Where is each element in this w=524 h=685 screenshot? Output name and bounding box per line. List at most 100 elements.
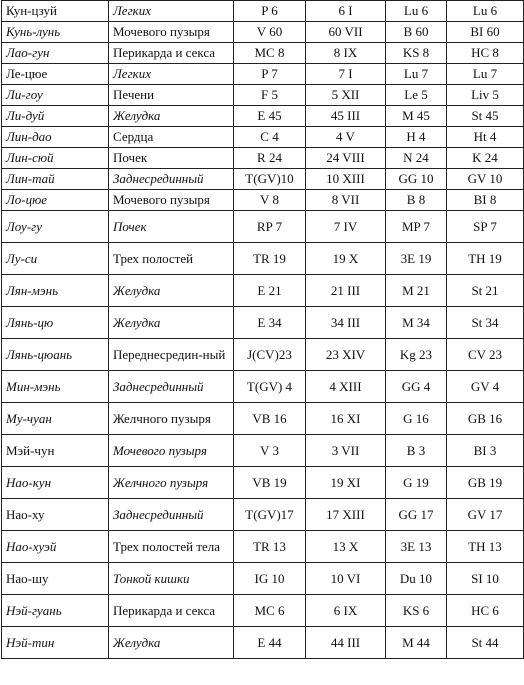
french-code-cell: C 4	[233, 126, 306, 148]
table-row: Ли-дуй Желудка E 45 45 III M 45 St 45	[1, 105, 524, 127]
point-name-cell: Му-чуан	[1, 402, 109, 435]
german-code-cell: N 24	[385, 147, 447, 169]
meridian-cell: Мочевого пузыря	[108, 434, 234, 467]
roman-code-cell: 44 III	[305, 626, 386, 659]
english-code-cell: BI 8	[446, 189, 524, 211]
german-code-cell: Le 5	[385, 84, 447, 106]
roman-code-cell: 19 XI	[305, 466, 386, 499]
english-code-cell: St 45	[446, 105, 524, 127]
roman-code-cell: 24 VIII	[305, 147, 386, 169]
french-code-cell: P 7	[233, 63, 306, 85]
meridian-cell: Мочевого пузыря	[108, 21, 234, 43]
french-code-cell: T(GV)17	[233, 498, 306, 531]
meridian-cell: Трех полостей	[108, 242, 234, 275]
meridian-cell: Желчного пузыря	[108, 402, 234, 435]
table-row: Лянь-цю Желудка E 34 34 III M 34 St 34	[1, 306, 524, 339]
meridian-cell: Трех полостей тела	[108, 530, 234, 563]
point-name-cell: Лоу-гу	[1, 210, 109, 243]
roman-code-cell: 8 IX	[305, 42, 386, 64]
meridian-cell: Желудка	[108, 274, 234, 307]
french-code-cell: VB 16	[233, 402, 306, 435]
roman-code-cell: 3 VII	[305, 434, 386, 467]
point-name-cell: Лин-сюй	[1, 147, 109, 169]
french-code-cell: IG 10	[233, 562, 306, 595]
roman-code-cell: 8 VII	[305, 189, 386, 211]
french-code-cell: MC 8	[233, 42, 306, 64]
french-code-cell: TR 13	[233, 530, 306, 563]
meridian-cell: Желудка	[108, 626, 234, 659]
table-row: Нао-хуэй Трех полостей тела TR 13 13 X 3E 13…	[1, 530, 524, 563]
english-code-cell: SI 10	[446, 562, 524, 595]
english-code-cell: SP 7	[446, 210, 524, 243]
english-code-cell: HC 8	[446, 42, 524, 64]
french-code-cell: MC 6	[233, 594, 306, 627]
german-code-cell: G 19	[385, 466, 447, 499]
meridian-cell: Почек	[108, 147, 234, 169]
english-code-cell: Lu 6	[446, 0, 524, 22]
french-code-cell: E 45	[233, 105, 306, 127]
table-row: Лян-мэнь Желудка E 21 21 III M 21 St 21	[1, 274, 524, 307]
german-code-cell: Kg 23	[385, 338, 447, 371]
table-row: Лин-тай Заднесрединный T(GV)10 10 XIII GG 10…	[1, 168, 524, 190]
german-code-cell: GG 17	[385, 498, 447, 531]
roman-code-cell: 21 III	[305, 274, 386, 307]
german-code-cell: GG 10	[385, 168, 447, 190]
meridian-cell: Перикарда и секса	[108, 594, 234, 627]
german-code-cell: Du 10	[385, 562, 447, 595]
roman-code-cell: 10 XIII	[305, 168, 386, 190]
english-code-cell: GB 16	[446, 402, 524, 435]
french-code-cell: T(GV)10	[233, 168, 306, 190]
table-row: Лянь-цюань Переднесредин-ный J(CV)23 23 XIV…	[1, 338, 524, 371]
table-row: Лин-сюй Почек R 24 24 VIII N 24 K 24	[1, 147, 524, 169]
english-code-cell: GV 17	[446, 498, 524, 531]
french-code-cell: V 8	[233, 189, 306, 211]
english-code-cell: BI 60	[446, 21, 524, 43]
german-code-cell: MP 7	[385, 210, 447, 243]
french-code-cell: P 6	[233, 0, 306, 22]
roman-code-cell: 23 XIV	[305, 338, 386, 371]
point-name-cell: Нао-хуэй	[1, 530, 109, 563]
point-name-cell: Лянь-цюань	[1, 338, 109, 371]
meridian-cell: Перикарда и секса	[108, 42, 234, 64]
point-name-cell: Нао-шу	[1, 562, 109, 595]
french-code-cell: VB 19	[233, 466, 306, 499]
table-row: Лу-си Трех полостей TR 19 19 X 3E 19 TH 19	[1, 242, 524, 275]
point-name-cell: Ло-цюе	[1, 189, 109, 211]
french-code-cell: RP 7	[233, 210, 306, 243]
german-code-cell: B 60	[385, 21, 447, 43]
english-code-cell: Ht 4	[446, 126, 524, 148]
french-code-cell: V 60	[233, 21, 306, 43]
german-code-cell: 3E 13	[385, 530, 447, 563]
point-name-cell: Нао-кун	[1, 466, 109, 499]
english-code-cell: HC 6	[446, 594, 524, 627]
roman-code-cell: 45 III	[305, 105, 386, 127]
point-name-cell: Нао-ху	[1, 498, 109, 531]
meridian-cell: Заднесрединный	[108, 168, 234, 190]
french-code-cell: E 21	[233, 274, 306, 307]
point-name-cell: Нэй-тин	[1, 626, 109, 659]
german-code-cell: G 16	[385, 402, 447, 435]
table-row: Кунь-лунь Мочевого пузыря V 60 60 VII B 60 BI…	[1, 21, 524, 43]
point-name-cell: Лин-тай	[1, 168, 109, 190]
german-code-cell: KS 8	[385, 42, 447, 64]
german-code-cell: M 44	[385, 626, 447, 659]
point-name-cell: Кун-цзуй	[1, 0, 109, 22]
german-code-cell: B 8	[385, 189, 447, 211]
point-name-cell: Ли-дуй	[1, 105, 109, 127]
german-code-cell: Lu 6	[385, 0, 447, 22]
meridian-cell: Мочевого пузыря	[108, 189, 234, 211]
meridian-cell: Переднесредин-ный	[108, 338, 234, 371]
german-code-cell: 3E 19	[385, 242, 447, 275]
german-code-cell: KS 6	[385, 594, 447, 627]
point-name-cell: Ле-цюе	[1, 63, 109, 85]
roman-code-cell: 10 VI	[305, 562, 386, 595]
